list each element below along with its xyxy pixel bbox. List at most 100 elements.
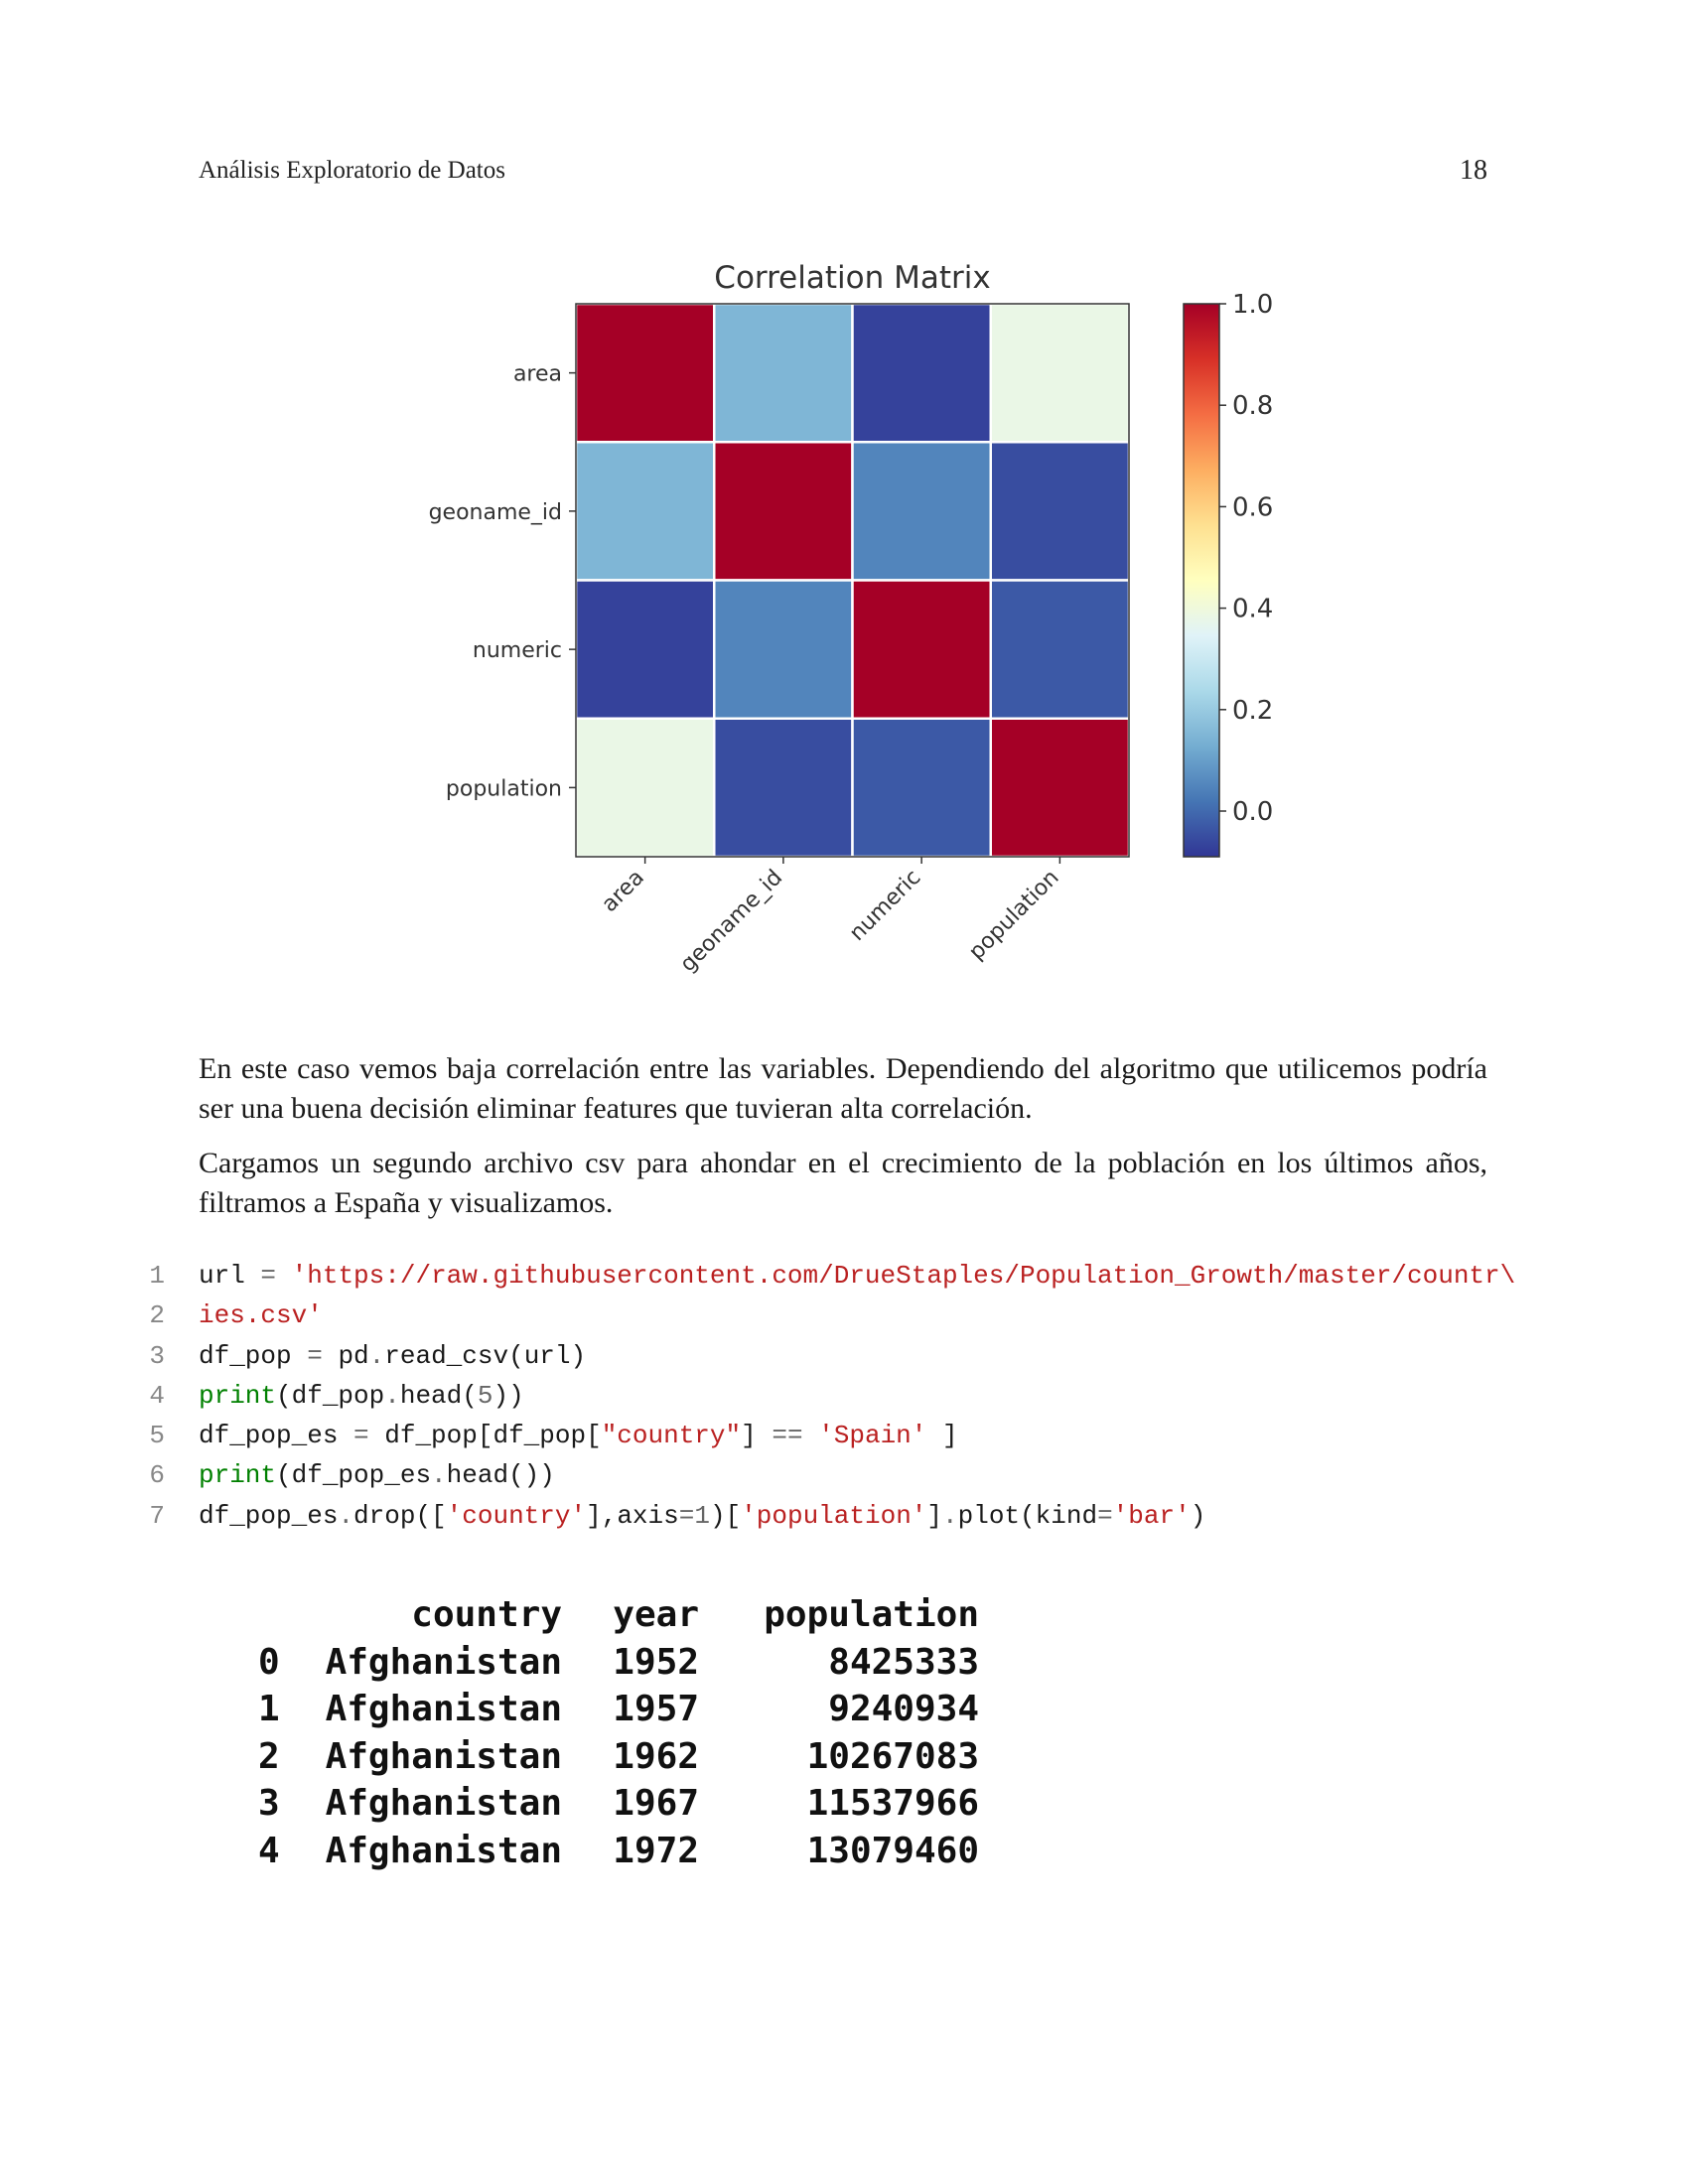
heatmap-cell: [851, 717, 992, 859]
x-tick-label: population: [964, 866, 1063, 965]
heatmap-cell: [989, 441, 1131, 582]
code-line: 6 print(df_pop_es.head()): [139, 1455, 1515, 1495]
cell-year: 1972: [613, 1830, 699, 1871]
code-keyword: print: [199, 1380, 277, 1411]
code-line: 7 df_pop_es.drop(['country'],axis=1)['pop…: [139, 1496, 1515, 1536]
code-token: df_pop_es: [199, 1421, 354, 1451]
cell-country: Afghanistan: [325, 1735, 562, 1777]
cell-country: Afghanistan: [325, 1689, 562, 1729]
cell-population: 8425333: [828, 1641, 979, 1683]
code-token: df_pop: [199, 1340, 308, 1371]
code-token: [803, 1421, 819, 1450]
colorbar-tick-label: 0.2: [1232, 696, 1273, 726]
heatmap-cell: [851, 579, 992, 720]
code-line: 3 df_pop = pd.read_csv(url): [139, 1336, 1515, 1376]
row-index: 4: [258, 1830, 280, 1871]
row-index: 3: [258, 1783, 280, 1824]
correlation-matrix-chart: Correlation Matrix area geoname_id numeric p…: [429, 260, 1274, 978]
paragraph-correlation: En este caso vemos baja correlación entr…: [199, 1052, 1487, 1125]
colorbar-tick-label: 0.4: [1232, 595, 1273, 624]
code-token: =: [678, 1500, 695, 1531]
plot-frame: [575, 303, 1130, 858]
document-title: Análisis Exploratorio de Datos: [199, 157, 505, 184]
code-token: =: [260, 1261, 292, 1291]
code-token: head(: [399, 1380, 478, 1411]
code-token: ],axis: [586, 1500, 679, 1531]
code-token: )): [492, 1380, 524, 1411]
colorbar-tick-label: 0.0: [1232, 797, 1273, 827]
code-token: .: [942, 1500, 958, 1531]
code-token: (df_pop_es: [276, 1460, 432, 1491]
line-number: 1: [149, 1261, 165, 1291]
code-token: .: [368, 1340, 385, 1371]
cell-population: 13079460: [806, 1830, 979, 1871]
code-token: df_pop[df_pop[: [384, 1421, 602, 1451]
code-string: 'bar': [1112, 1500, 1191, 1531]
code-token: )[: [709, 1500, 742, 1531]
heatmap-cell: [989, 579, 1131, 720]
code-token: drop([: [353, 1500, 447, 1531]
line-number: 4: [149, 1380, 165, 1411]
code-token: ]: [926, 1421, 958, 1451]
code-block: 1 url = 'https://raw.githubusercontent.co…: [139, 1256, 1515, 1536]
line-number: 5: [149, 1421, 165, 1451]
code-token: url: [199, 1261, 261, 1291]
code-token: ): [1190, 1500, 1206, 1531]
cell-year: 1957: [613, 1689, 699, 1729]
cell-year: 1952: [613, 1641, 699, 1683]
cell-population: 9240934: [828, 1689, 979, 1729]
code-string: "country": [601, 1421, 742, 1451]
heatmap-cell: [713, 441, 854, 582]
heatmap-cell: [989, 302, 1131, 444]
column-header: country: [411, 1594, 562, 1635]
code-token: pd: [338, 1340, 369, 1371]
code-token: .: [338, 1500, 354, 1531]
cell-country: Afghanistan: [325, 1641, 562, 1683]
line-number: 2: [149, 1300, 165, 1331]
table-header-row: country year population: [258, 1591, 979, 1639]
code-token: plot(kind: [957, 1500, 1098, 1531]
code-token: =: [353, 1421, 385, 1451]
code-string: 'population': [741, 1500, 927, 1531]
line-number: 6: [149, 1460, 165, 1491]
code-line: 5 df_pop_es = df_pop[df_pop["country"] ==…: [139, 1416, 1515, 1455]
code-token: df_pop_es: [199, 1500, 339, 1531]
code-token: .: [384, 1380, 400, 1411]
colorbar: [1183, 303, 1220, 858]
x-tick-label: area: [597, 866, 648, 917]
heatmap-cell: [574, 579, 716, 720]
row-index: 1: [258, 1689, 280, 1729]
code-line: 4 print(df_pop.head(5)): [139, 1376, 1515, 1416]
line-number: 7: [149, 1500, 165, 1531]
cell-country: Afghanistan: [325, 1783, 562, 1824]
table-row: 1 Afghanistan 1957 9240934: [258, 1686, 979, 1733]
heatmap-cell: [574, 302, 716, 444]
table-row: 0 Afghanistan 1952 8425333: [258, 1639, 979, 1687]
code-line: 1 url = 'https://raw.githubusercontent.co…: [139, 1256, 1515, 1296]
heatmap-cell: [851, 302, 992, 444]
table-row: 4 Afghanistan 1972 13079460: [258, 1828, 979, 1875]
colorbar-tick-label: 1.0: [1232, 290, 1273, 320]
code-string: 'Spain': [818, 1421, 927, 1451]
heatmap-cell: [989, 717, 1131, 859]
colorbar-tick-label: 0.6: [1232, 492, 1273, 522]
y-tick-label: area: [513, 362, 562, 387]
heatmap-cell: [713, 579, 854, 720]
paragraph-second-csv: Cargamos un segundo archivo csv para aho…: [199, 1147, 1487, 1219]
code-string: 'https://raw.githubusercontent.com/DrueS…: [291, 1261, 1516, 1291]
dataframe-output-table: country year population 0 Afghanistan 19…: [258, 1591, 979, 1874]
column-header: year: [613, 1594, 699, 1635]
chart-title: Correlation Matrix: [714, 260, 990, 296]
y-tick-label: population: [446, 776, 562, 801]
x-tick-label: geoname_id: [675, 866, 787, 978]
page-number: 18: [1460, 155, 1487, 186]
x-tick-label: numeric: [845, 866, 925, 946]
code-token: (df_pop: [276, 1380, 385, 1411]
code-token: ==: [772, 1421, 803, 1451]
heatmap-cell: [574, 441, 716, 582]
heatmap-cell: [713, 717, 854, 859]
cell-country: Afghanistan: [325, 1830, 562, 1871]
code-token: =: [307, 1340, 339, 1371]
heatmap-cell: [574, 717, 716, 859]
heatmap-cell: [851, 441, 992, 582]
